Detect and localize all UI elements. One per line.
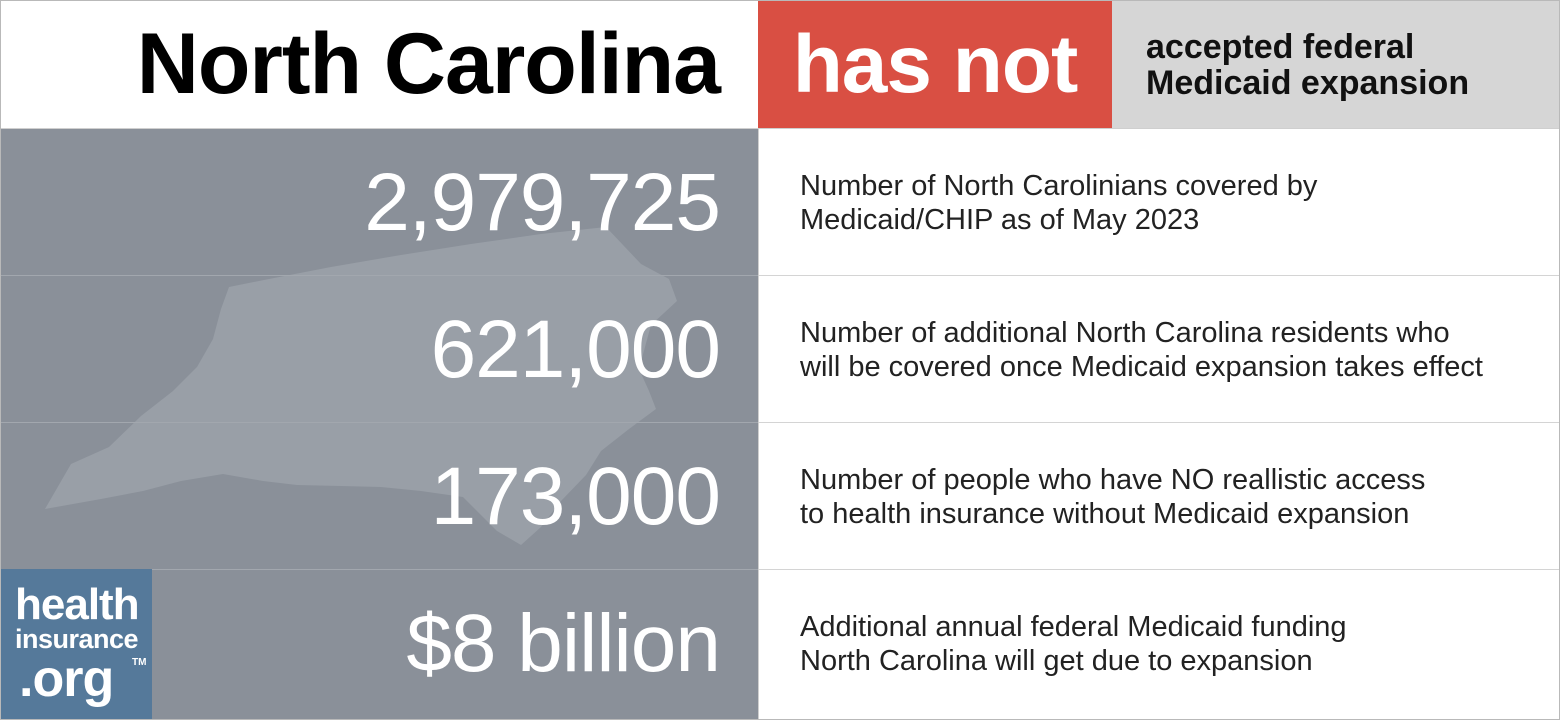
status-description-line-1: accepted federal	[1146, 28, 1415, 66]
stat-description-line: to health insurance without Medicaid exp…	[800, 497, 1410, 530]
stat-description: Number of additional North Carolina resi…	[800, 276, 1540, 423]
status-description: accepted federal Medicaid expansion	[1112, 1, 1559, 128]
logo-trademark: TM	[132, 657, 147, 668]
stat-description: Additional annual federal Medicaid fundi…	[800, 570, 1540, 717]
stat-description: Number of North Carolinians covered by M…	[800, 129, 1540, 276]
row-divider	[1, 569, 758, 570]
stat-description-line: North Carolina will get due to expansion	[800, 644, 1313, 677]
state-title: North Carolina	[1, 1, 758, 128]
row-divider	[1, 422, 758, 423]
stat-value-additional-covered: 621,000	[430, 304, 721, 395]
stats-descriptions-panel: Number of North Carolinians covered by M…	[758, 129, 1559, 719]
stat-description-line: Medicaid/CHIP as of May 2023	[800, 203, 1200, 236]
healthinsurance-logo: health insurance .org TM	[1, 569, 152, 719]
status-badge: has not	[758, 1, 1112, 128]
stat-description-line: Additional annual federal Medicaid fundi…	[800, 610, 1347, 643]
logo-text-org: .org	[19, 650, 114, 708]
stat-description-line: Number of additional North Carolina resi…	[800, 316, 1450, 349]
stat-description-line: will be covered once Medicaid expansion …	[800, 350, 1483, 383]
status-description-line-2: Medicaid expansion	[1146, 64, 1470, 102]
row-divider	[759, 422, 1559, 423]
stat-value-coverage-gap: 173,000	[430, 451, 721, 542]
stat-value-federal-funding: $8 billion	[406, 598, 721, 689]
stat-value-medicaid-enrollment: 2,979,725	[364, 157, 721, 248]
north-carolina-map-icon	[45, 227, 677, 545]
stat-description-line: Number of people who have NO reallistic …	[800, 463, 1426, 496]
row-divider	[759, 275, 1559, 276]
stat-description: Number of people who have NO reallistic …	[800, 423, 1540, 570]
logo-text-health: health	[15, 580, 140, 629]
stat-description-line: Number of North Carolinians covered by	[800, 169, 1318, 202]
logo-text-insurance: insurance	[15, 624, 139, 654]
header: North Carolina has not accepted federal …	[1, 1, 1559, 129]
row-divider	[1, 275, 758, 276]
row-divider	[759, 569, 1559, 570]
